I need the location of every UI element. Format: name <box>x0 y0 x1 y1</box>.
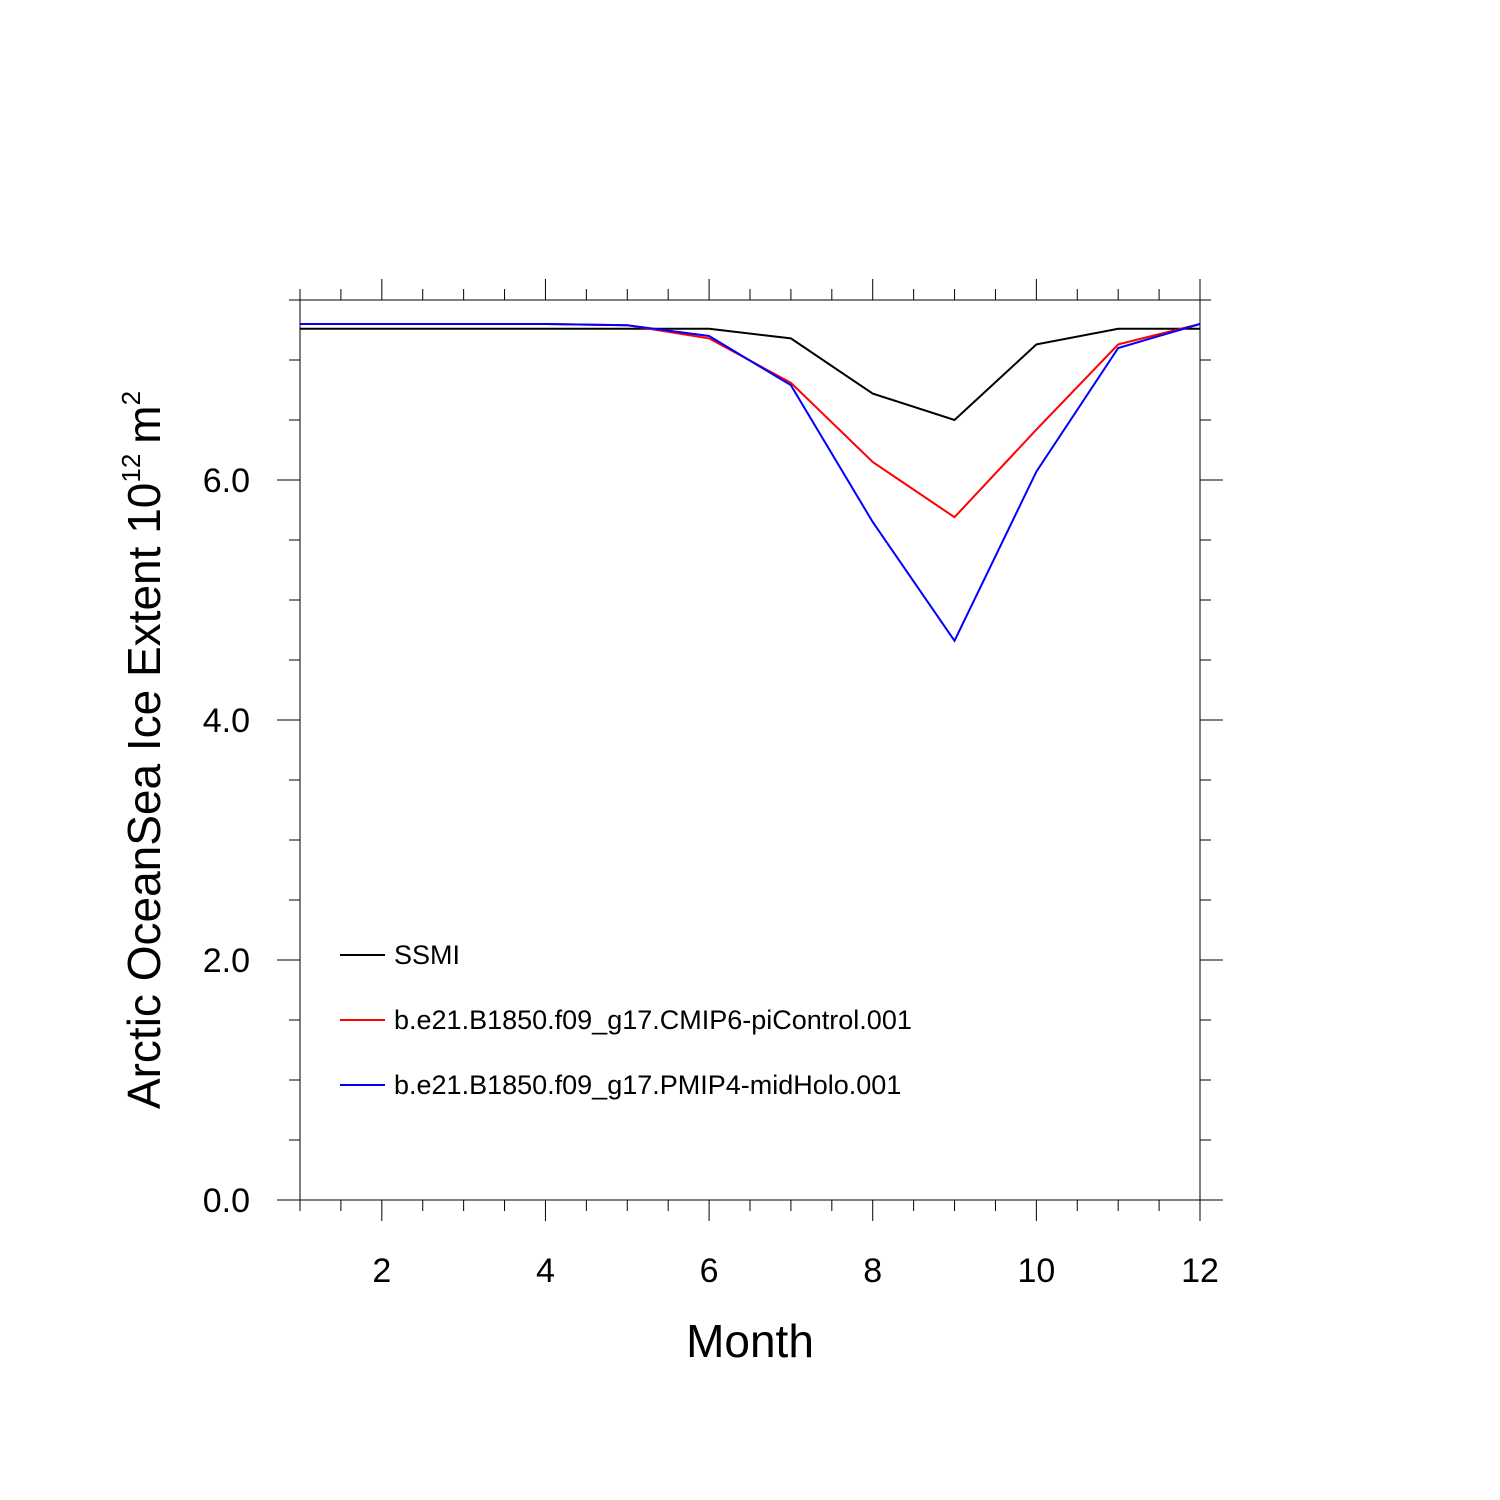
x-axis-title: Month <box>686 1315 814 1367</box>
legend: SSMI b.e21.B1850.f09_g17.CMIP6-piControl.… <box>340 940 912 1100</box>
x-tick-label: 2 <box>372 1252 391 1290</box>
y-tick-label: 0.0 <box>203 1182 250 1220</box>
series-line-b-e21-b1850-f09-g17-cmip6-picontrol-001 <box>300 323 1201 519</box>
series-line-ssmi <box>300 327 1200 422</box>
tick-marks <box>277 279 1223 1221</box>
y-tick-label: 2.0 <box>203 942 250 980</box>
legend-label: b.e21.B1850.f09_g17.CMIP6-piControl.001 <box>394 1005 912 1035</box>
series-lines <box>300 323 1201 643</box>
legend-label: b.e21.B1850.f09_g17.PMIP4-midHolo.001 <box>394 1070 901 1100</box>
y-tick-label: 6.0 <box>203 462 250 500</box>
y-tick-label: 4.0 <box>203 702 250 740</box>
x-tick-label: 4 <box>536 1252 555 1290</box>
x-tick-label: 6 <box>700 1252 719 1290</box>
y-axis-title-unit: m <box>118 405 170 443</box>
tick-labels: 2 4 6 8 10 12 0.0 2.0 4.0 6.0 <box>203 462 1219 1290</box>
y-axis-title-text: Arctic OceanSea Ice Extent 10 <box>118 483 170 1109</box>
x-tick-label: 10 <box>1017 1252 1055 1290</box>
y-axis-title: Arctic OceanSea Ice Extent 1012 m2 <box>116 391 170 1109</box>
x-tick-label: 12 <box>1181 1252 1219 1290</box>
x-tick-label: 8 <box>863 1252 882 1290</box>
y-axis-title-unit-exponent: 2 <box>116 391 146 405</box>
series-line-b-e21-b1850-f09-g17-pmip4-midholo-001 <box>300 323 1201 643</box>
plot-frame <box>299 299 1201 1201</box>
y-axis-title-exponent: 12 <box>116 454 146 483</box>
legend-label: SSMI <box>394 940 460 970</box>
